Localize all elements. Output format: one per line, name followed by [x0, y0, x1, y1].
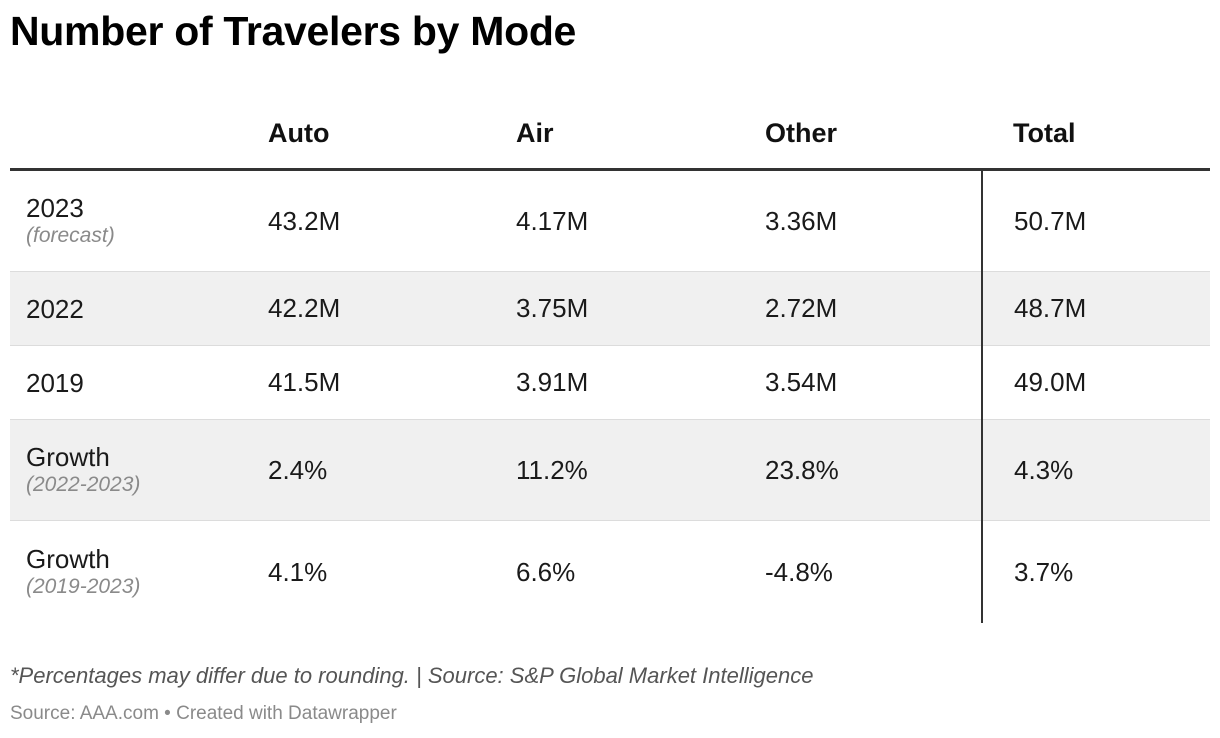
cell-other: -4.8%	[765, 556, 833, 587]
chart-title: Number of Travelers by Mode	[10, 8, 577, 54]
cell-other: 23.8%	[749, 419, 982, 521]
row-label: Growth	[26, 544, 110, 574]
chart-footer: Source: AAA.com • Created with Datawrapp…	[10, 703, 397, 724]
row-label-cell: 2023 (forecast)	[10, 169, 252, 272]
cell-air: 3.75M	[500, 271, 749, 346]
table-header-row: Auto Air Other Total	[10, 98, 1210, 171]
row-label-cell: Growth (2022-2023)	[10, 419, 252, 521]
row-label: 2023	[26, 193, 84, 223]
cell-air: 11.2%	[500, 419, 749, 521]
cell-total: 3.7%	[981, 520, 1210, 623]
row-label-cell: 2019	[10, 345, 252, 420]
table-row: Growth (2022-2023) 2.4% 11.2% 23.8% 4.3%	[10, 419, 1210, 521]
cell-total: 4.3%	[981, 419, 1210, 521]
cell-auto: 42.2M	[252, 271, 500, 346]
cell-total: 49.0M	[981, 345, 1210, 420]
cell-air: 4.17M	[500, 169, 749, 272]
row-label-cell: Growth (2019-2023)	[10, 521, 252, 624]
header-auto: Auto	[252, 98, 500, 171]
cell-total: 48.7M	[981, 271, 1210, 346]
row-sublabel: (2019-2023)	[26, 575, 141, 598]
table-row: 2022 42.2M 3.75M 2.72M 48.7M	[10, 271, 1210, 346]
chart-note: *Percentages may differ due to rounding.…	[10, 663, 814, 688]
cell-other: 3.54M	[749, 345, 982, 420]
header-total: Total	[982, 98, 1210, 171]
header-air: Air	[500, 98, 749, 171]
cell-air: 6.6%	[516, 556, 576, 587]
row-sublabel: (forecast)	[26, 224, 115, 247]
cell-auto: 4.1%	[268, 556, 328, 587]
header-label	[10, 98, 252, 171]
table-row: 2019 41.5M 3.91M 3.54M 49.0M	[10, 345, 1210, 420]
travelers-table: Auto Air Other Total 2023 (forecast) 43.…	[10, 98, 1210, 623]
cell-auto: 43.2M	[252, 169, 500, 272]
table-row: Growth (2019-2023) 4.1% 6.6% -4.8% 3.7%	[10, 520, 1210, 624]
row-sublabel: (2022-2023)	[26, 473, 141, 496]
row-label-cell: 2022	[10, 271, 252, 346]
table-row: 2023 (forecast) 43.2M 4.17M 3.36M 50.7M	[10, 169, 1210, 272]
cell-auto: 2.4%	[252, 419, 500, 521]
cell-other: 2.72M	[749, 271, 982, 346]
row-label: 2022	[26, 293, 84, 324]
header-other: Other	[749, 98, 982, 171]
cell-other: 3.36M	[749, 169, 982, 272]
row-label: 2019	[26, 367, 84, 398]
row-label: Growth	[26, 442, 110, 472]
cell-auto: 41.5M	[252, 345, 500, 420]
cell-air: 3.91M	[500, 345, 749, 420]
cell-total: 50.7M	[981, 169, 1210, 272]
